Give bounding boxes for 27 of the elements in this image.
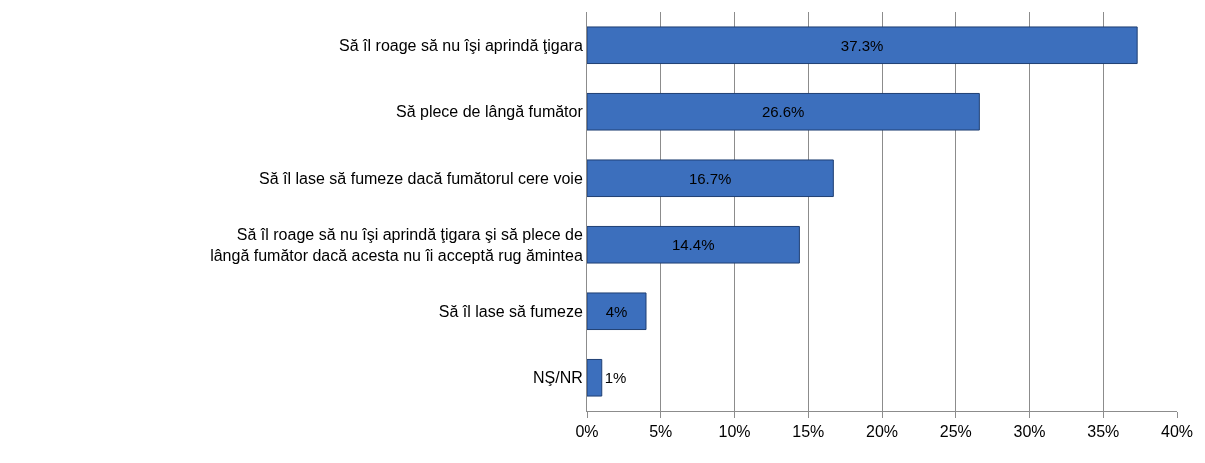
data-label: 14.4% [671,236,715,254]
data-label: 16.7% [688,169,732,187]
y-tick-label: Să plece de lângă fumător [396,103,584,121]
x-tick-label: 30% [1013,423,1046,441]
bar [587,159,834,198]
y-tick-label: Să îl roage să nu îşi aprindă ţigara şi să plece de lângă fumător dacă acesta nu îi acceptă rug ămintea [210,225,583,264]
bar [587,92,980,131]
x-tick-label: 10% [718,423,751,441]
y-tick-label: Să îl roage să nu îşi aprindă ţigara [339,36,583,54]
x-tick-label: 20% [865,423,899,441]
data-label: 37.3% [840,36,884,54]
x-tick-label: 15% [792,423,825,441]
bar [587,292,647,331]
y-tick-label: Să îl lase să fumeze [438,302,583,320]
x-tick-label: 5% [649,423,673,441]
x-tick-label: 0% [575,423,599,441]
bar [587,358,603,397]
x-tick-label: 25% [939,423,972,441]
x-tick-label: 40% [1160,423,1194,441]
bar [587,225,800,264]
data-label: 26.6% [761,103,805,121]
x-tick-label: 35% [1087,423,1120,441]
data-label: 1% [604,369,627,387]
data-label: 4% [605,302,628,320]
y-tick-label: Să îl lase să fumeze dacă fumătorul cere voie [259,169,583,187]
bar [587,26,1138,65]
y-tick-label: NŞ/NR [533,369,583,387]
